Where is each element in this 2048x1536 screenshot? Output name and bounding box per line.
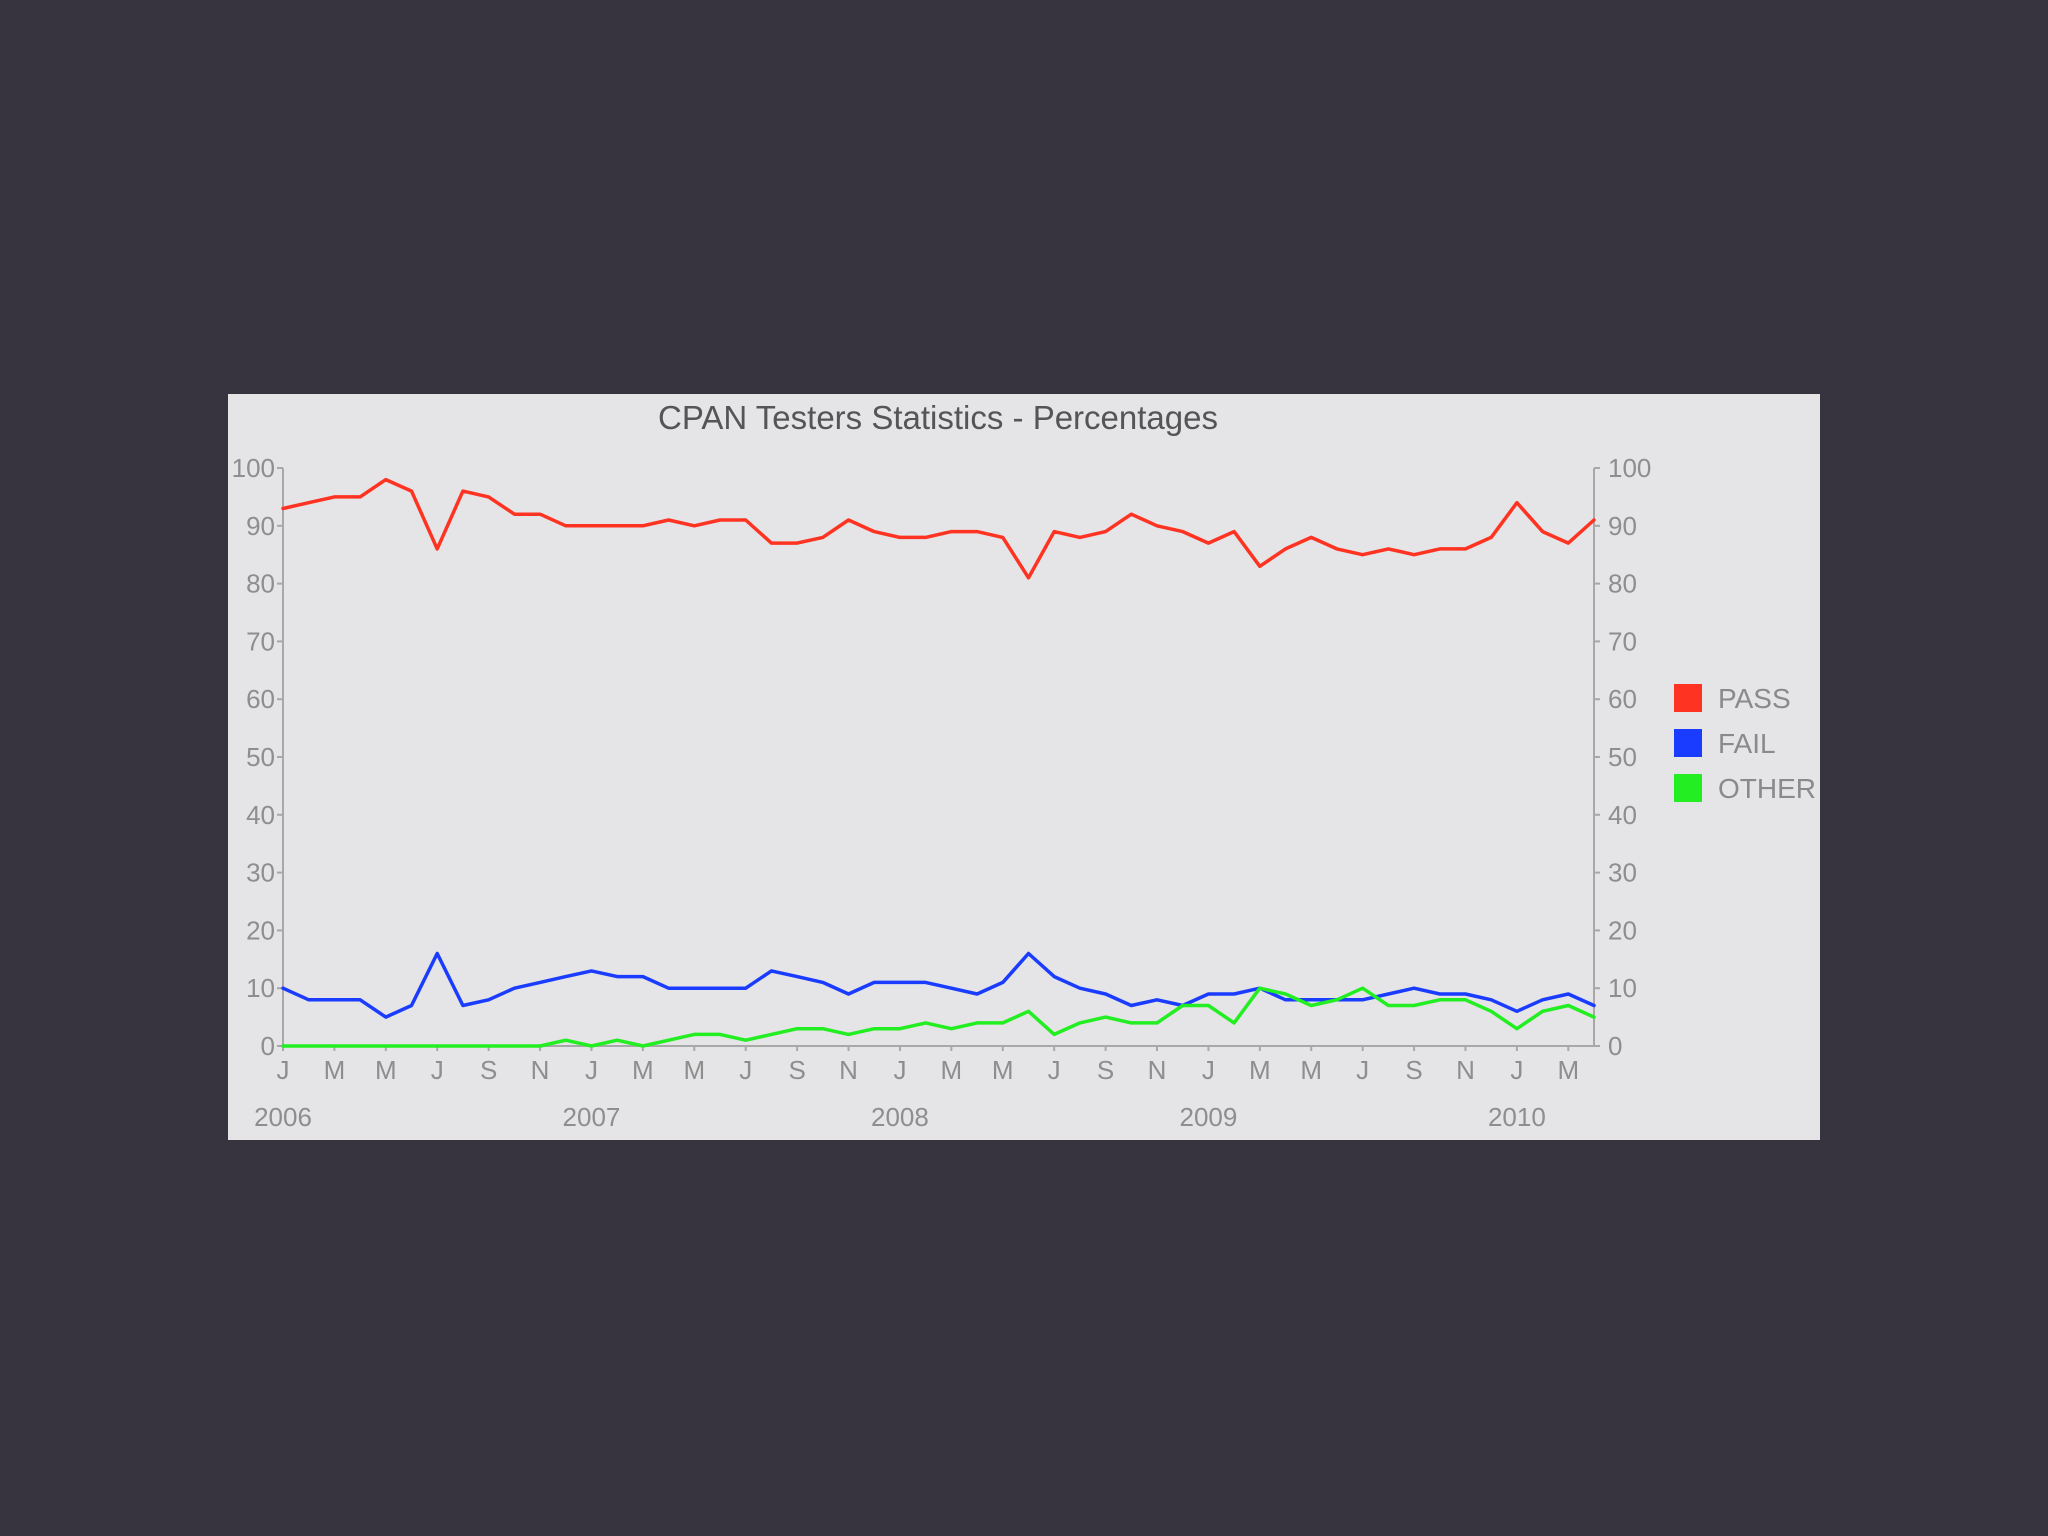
x-tick-label-month: M xyxy=(1249,1055,1271,1085)
x-tick-label-month: N xyxy=(1148,1055,1167,1085)
x-tick-label-month: J xyxy=(1202,1055,1215,1085)
x-tick-label-month: N xyxy=(839,1055,858,1085)
y-tick-label-right: 60 xyxy=(1608,684,1637,714)
x-tick-label-month: J xyxy=(739,1055,752,1085)
x-tick-label-year: 2010 xyxy=(1488,1102,1546,1132)
series-line-other xyxy=(281,986,1596,1048)
y-tick-label-left: 40 xyxy=(246,800,275,830)
legend-label-other: OTHER xyxy=(1718,773,1816,804)
x-tick-label-month: J xyxy=(431,1055,444,1085)
y-tick-label-left: 0 xyxy=(261,1031,275,1061)
y-tick-label-left: 100 xyxy=(232,453,275,483)
x-tick-label-year: 2008 xyxy=(871,1102,929,1132)
y-tick-label-right: 20 xyxy=(1608,915,1637,945)
y-tick-label-right: 80 xyxy=(1608,569,1637,599)
legend-swatch-fail xyxy=(1674,729,1702,757)
x-tick-label-month: J xyxy=(1356,1055,1369,1085)
y-tick-label-left: 20 xyxy=(246,915,275,945)
x-tick-label-month: N xyxy=(531,1055,550,1085)
x-tick-label-month: M xyxy=(1300,1055,1322,1085)
y-tick-label-left: 90 xyxy=(246,511,275,541)
y-tick-label-left: 60 xyxy=(246,684,275,714)
x-tick-label-year: 2006 xyxy=(254,1102,312,1132)
x-tick-label-year: 2007 xyxy=(563,1102,621,1132)
y-tick-label-right: 90 xyxy=(1608,511,1637,541)
x-tick-label-month: J xyxy=(893,1055,906,1085)
y-tick-label-left: 80 xyxy=(246,569,275,599)
x-tick-label-month: S xyxy=(480,1055,497,1085)
x-tick-label-month: S xyxy=(1097,1055,1114,1085)
x-tick-label-month: S xyxy=(788,1055,805,1085)
x-tick-label-month: N xyxy=(1456,1055,1475,1085)
x-tick-label-month: M xyxy=(941,1055,963,1085)
series-lines xyxy=(281,477,1596,1048)
legend-label-fail: FAIL xyxy=(1718,728,1776,759)
x-tick-label-year: 2009 xyxy=(1179,1102,1237,1132)
y-tick-label-right: 40 xyxy=(1608,800,1637,830)
series-line-fail xyxy=(281,951,1596,1019)
legend-swatch-other xyxy=(1674,774,1702,802)
y-tick-label-right: 10 xyxy=(1608,973,1637,1003)
y-tick-label-right: 30 xyxy=(1608,858,1637,888)
x-tick-label-month: M xyxy=(324,1055,346,1085)
x-tick-label-month: M xyxy=(375,1055,397,1085)
x-tick-label-month: J xyxy=(277,1055,290,1085)
legend-label-pass: PASS xyxy=(1718,683,1791,714)
x-tick-label-month: M xyxy=(992,1055,1014,1085)
x-tick-label-month: M xyxy=(683,1055,705,1085)
chart-title: CPAN Testers Statistics - Percentages xyxy=(658,399,1218,436)
x-tick-label-month: M xyxy=(1557,1055,1579,1085)
y-tick-label-left: 30 xyxy=(246,858,275,888)
y-tick-label-right: 0 xyxy=(1608,1031,1622,1061)
x-tick-label-month: M xyxy=(632,1055,654,1085)
y-tick-label-right: 50 xyxy=(1608,742,1637,772)
axes: 0 0 10 10 20 20 30 30 40 40 50 50 60 60 70 70 80 80 90 90 10… xyxy=(232,453,1652,1132)
x-tick-label-month: J xyxy=(1048,1055,1061,1085)
y-tick-label-left: 70 xyxy=(246,626,275,656)
y-tick-label-right: 70 xyxy=(1608,626,1637,656)
y-tick-label-right: 100 xyxy=(1608,453,1651,483)
y-tick-label-left: 50 xyxy=(246,742,275,772)
x-tick-label-month: J xyxy=(585,1055,598,1085)
x-tick-label-month: S xyxy=(1405,1055,1422,1085)
series-line-pass xyxy=(281,477,1596,580)
legend: PASS FAIL OTHER xyxy=(1674,683,1816,804)
x-tick-label-month: J xyxy=(1510,1055,1523,1085)
legend-swatch-pass xyxy=(1674,684,1702,712)
y-tick-label-left: 10 xyxy=(246,973,275,1003)
